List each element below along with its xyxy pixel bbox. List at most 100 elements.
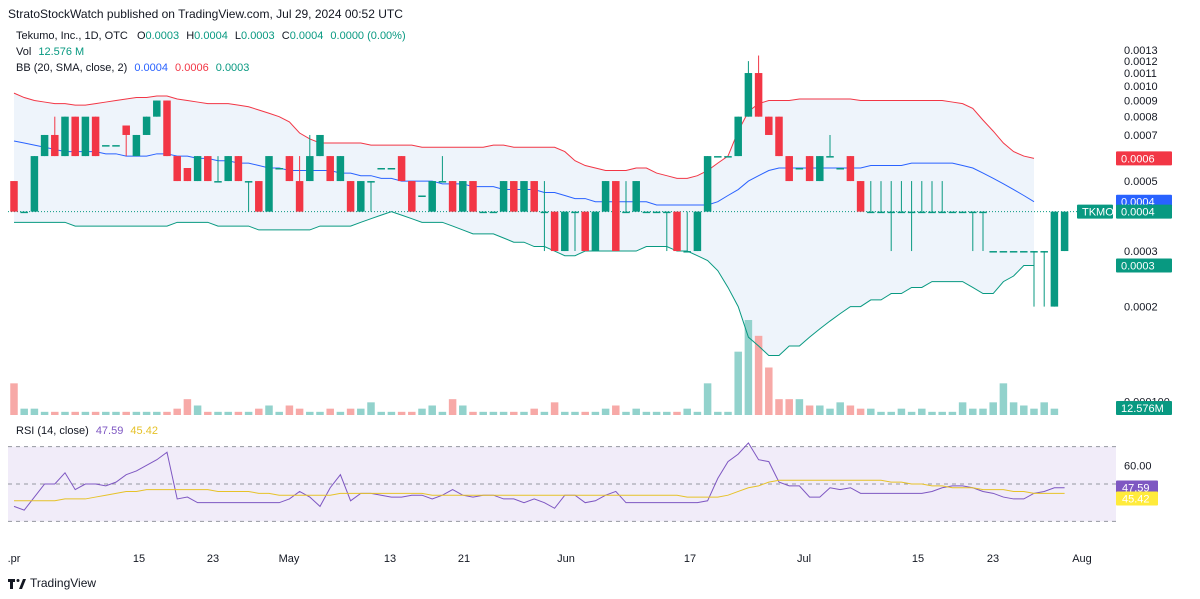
candle-body bbox=[540, 211, 549, 214]
rsi-tag bbox=[1116, 480, 1158, 495]
candle-body bbox=[102, 145, 110, 147]
candle-body bbox=[469, 181, 477, 212]
price-tag-label: 12.576M bbox=[1121, 403, 1164, 415]
volume-bar bbox=[214, 411, 222, 415]
volume-legend: Vol 12.576 M bbox=[16, 46, 84, 58]
volume-bar bbox=[387, 411, 396, 415]
price-tag-label: 0.0003 bbox=[1121, 260, 1155, 272]
volume-bar bbox=[805, 405, 814, 415]
volume-bar bbox=[1040, 402, 1048, 415]
high-value: 0.0004 bbox=[194, 30, 228, 42]
rsi-tag-label: 47.59 bbox=[1122, 482, 1150, 494]
price-tag bbox=[1116, 151, 1172, 166]
candle-body bbox=[499, 181, 508, 212]
volume-bar bbox=[142, 411, 151, 415]
volume-bar bbox=[856, 408, 865, 415]
candle-body bbox=[754, 73, 763, 117]
candle-body bbox=[612, 181, 620, 252]
volume-bar bbox=[224, 411, 232, 415]
close-label: C bbox=[281, 30, 290, 42]
candle-body bbox=[561, 211, 569, 252]
candle-body bbox=[693, 211, 702, 252]
candle-body bbox=[510, 181, 518, 212]
candle-body bbox=[173, 156, 181, 182]
volume-bar bbox=[71, 411, 79, 415]
x-tick-label: May bbox=[279, 553, 300, 565]
volume-bar bbox=[907, 411, 916, 415]
price-tag bbox=[1116, 401, 1172, 415]
candle-body bbox=[204, 156, 212, 182]
volume-bar bbox=[295, 408, 304, 415]
candle-body bbox=[887, 211, 895, 214]
volume-bar bbox=[734, 351, 742, 415]
rsi-ma-line bbox=[14, 479, 1065, 502]
volume-bar bbox=[397, 411, 406, 415]
volume-bar bbox=[306, 411, 314, 415]
candle-body bbox=[703, 156, 712, 212]
volume-bar bbox=[724, 411, 732, 415]
volume-bar bbox=[846, 405, 855, 415]
price-tick-label: 0.0012 bbox=[1124, 56, 1158, 68]
rsi-line bbox=[13, 442, 1065, 511]
price-tick-label: 0.0005 bbox=[1124, 176, 1158, 188]
volume-bar bbox=[520, 411, 528, 415]
volume-bar bbox=[173, 408, 181, 415]
volume-bar bbox=[30, 408, 39, 415]
volume-bar bbox=[642, 411, 651, 415]
volume-bar bbox=[153, 411, 161, 415]
volume-bar bbox=[785, 399, 793, 415]
x-tick-label: Jul bbox=[797, 553, 811, 565]
close-value: 0.0004 bbox=[289, 30, 324, 42]
vol-label: Vol bbox=[16, 46, 32, 58]
volume-bar bbox=[1020, 405, 1028, 415]
rsi-label: RSI (14, close) bbox=[16, 425, 89, 437]
volume-bar bbox=[265, 405, 273, 415]
bb-label: BB (20, SMA, close, 2) bbox=[16, 62, 128, 74]
volume-bar bbox=[601, 408, 610, 415]
change-value: 0.0000 (0.00%) bbox=[330, 30, 406, 42]
volume-bar bbox=[122, 411, 130, 415]
volume-bar bbox=[438, 411, 447, 415]
candle-body bbox=[999, 251, 1008, 253]
volume-bar bbox=[244, 411, 253, 415]
candle-body bbox=[428, 181, 436, 212]
candle-body bbox=[867, 211, 875, 214]
candle-body bbox=[387, 168, 396, 170]
volume-bar bbox=[826, 408, 834, 415]
x-tick-label: 15 bbox=[912, 553, 924, 565]
volume-bar bbox=[887, 411, 895, 415]
candle-body bbox=[591, 211, 600, 252]
volume-bar bbox=[979, 408, 987, 415]
candle-body bbox=[81, 116, 90, 157]
candle-body bbox=[836, 168, 844, 170]
footer-brand: TradingView bbox=[30, 576, 97, 590]
candle-body bbox=[744, 73, 753, 117]
volume-bar bbox=[10, 383, 18, 415]
volume-bar bbox=[530, 408, 538, 415]
price-tag bbox=[1116, 258, 1172, 273]
volume-bar bbox=[1009, 402, 1018, 415]
volume-bar bbox=[652, 411, 661, 415]
candle-body bbox=[275, 168, 283, 170]
candle-body bbox=[346, 181, 355, 212]
volume-bar bbox=[102, 411, 110, 415]
volume-bar bbox=[91, 411, 100, 415]
volume-bar bbox=[336, 411, 345, 415]
candle-body bbox=[408, 181, 416, 212]
candle-body bbox=[183, 168, 192, 182]
candle-body bbox=[255, 181, 263, 212]
symbol-line: Tekumo, Inc., 1D, OTC bbox=[16, 30, 128, 42]
volume-bar bbox=[499, 411, 508, 415]
symbol-legend: Tekumo, Inc., 1D, OTC O0.0003 H0.0004 L0… bbox=[16, 30, 406, 42]
price-tick-label: 0.0009 bbox=[1124, 96, 1158, 108]
candle-body bbox=[489, 211, 498, 214]
volume-bar bbox=[469, 411, 477, 415]
candle-body bbox=[265, 156, 273, 212]
candle-body bbox=[112, 145, 120, 147]
volume-bar bbox=[255, 408, 263, 415]
price-tick-label: 0.0013 bbox=[1124, 45, 1158, 57]
rsi-value: 47.59 bbox=[95, 425, 124, 437]
candle-body bbox=[816, 156, 824, 182]
candle-body bbox=[479, 211, 487, 214]
